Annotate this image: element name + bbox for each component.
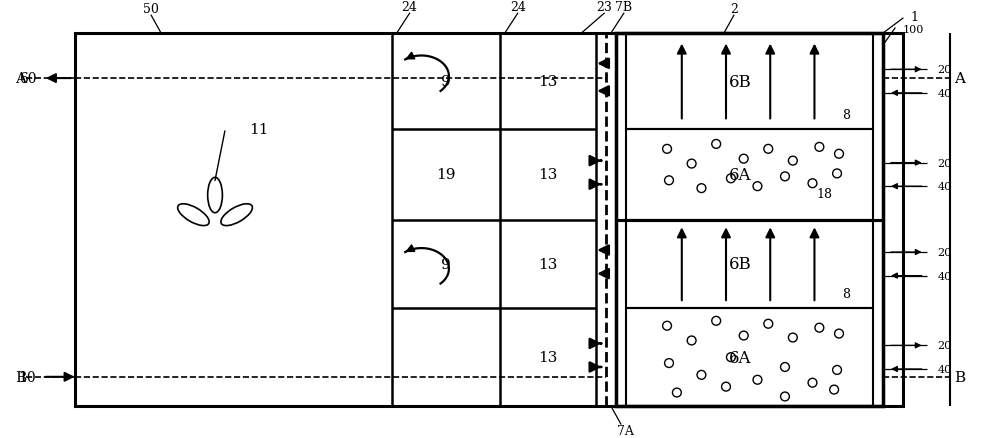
Bar [626, 308, 873, 406]
Bar [626, 34, 873, 130]
Bar [616, 34, 883, 406]
Text: 7A: 7A [617, 424, 634, 438]
Bar [616, 220, 883, 406]
Text: 20: 20 [937, 341, 952, 350]
Text: 20: 20 [937, 65, 952, 75]
Text: 2: 2 [730, 3, 738, 16]
Text: 9: 9 [441, 75, 451, 89]
Text: 6B: 6B [728, 256, 751, 273]
Text: 40: 40 [937, 364, 952, 374]
Bar [626, 130, 873, 220]
Text: 24: 24 [510, 1, 526, 14]
Text: B: B [15, 370, 26, 384]
Text: 50: 50 [143, 3, 159, 16]
Text: B: B [954, 370, 965, 384]
Text: A: A [15, 72, 26, 86]
Text: 8: 8 [842, 109, 850, 122]
Text: 13: 13 [538, 168, 558, 182]
Text: 11: 11 [249, 123, 269, 137]
Text: 20: 20 [937, 158, 952, 168]
Text: 23: 23 [596, 1, 612, 14]
Text: A: A [954, 72, 965, 86]
Text: 60: 60 [19, 72, 36, 86]
Text: 9: 9 [441, 257, 451, 271]
Text: 1: 1 [911, 11, 919, 24]
Bar [75, 34, 903, 406]
Text: 24: 24 [402, 1, 418, 14]
Text: 18: 18 [816, 187, 832, 200]
Text: 6A: 6A [729, 166, 751, 184]
Text: 40: 40 [937, 88, 952, 99]
Text: 6B: 6B [728, 74, 751, 90]
Text: 13: 13 [538, 75, 558, 89]
Bar [626, 220, 873, 308]
Text: 20: 20 [937, 247, 952, 258]
Text: 13: 13 [538, 257, 558, 271]
Text: 100: 100 [903, 25, 924, 35]
Text: 10: 10 [19, 370, 36, 384]
Text: 13: 13 [538, 350, 558, 364]
Text: 40: 40 [937, 271, 952, 281]
Text: 6A: 6A [729, 349, 751, 366]
Text: 19: 19 [436, 168, 456, 182]
Text: 8: 8 [842, 287, 850, 300]
Text: 7B: 7B [615, 1, 632, 14]
Bar [616, 34, 883, 220]
Text: 40: 40 [937, 182, 952, 192]
